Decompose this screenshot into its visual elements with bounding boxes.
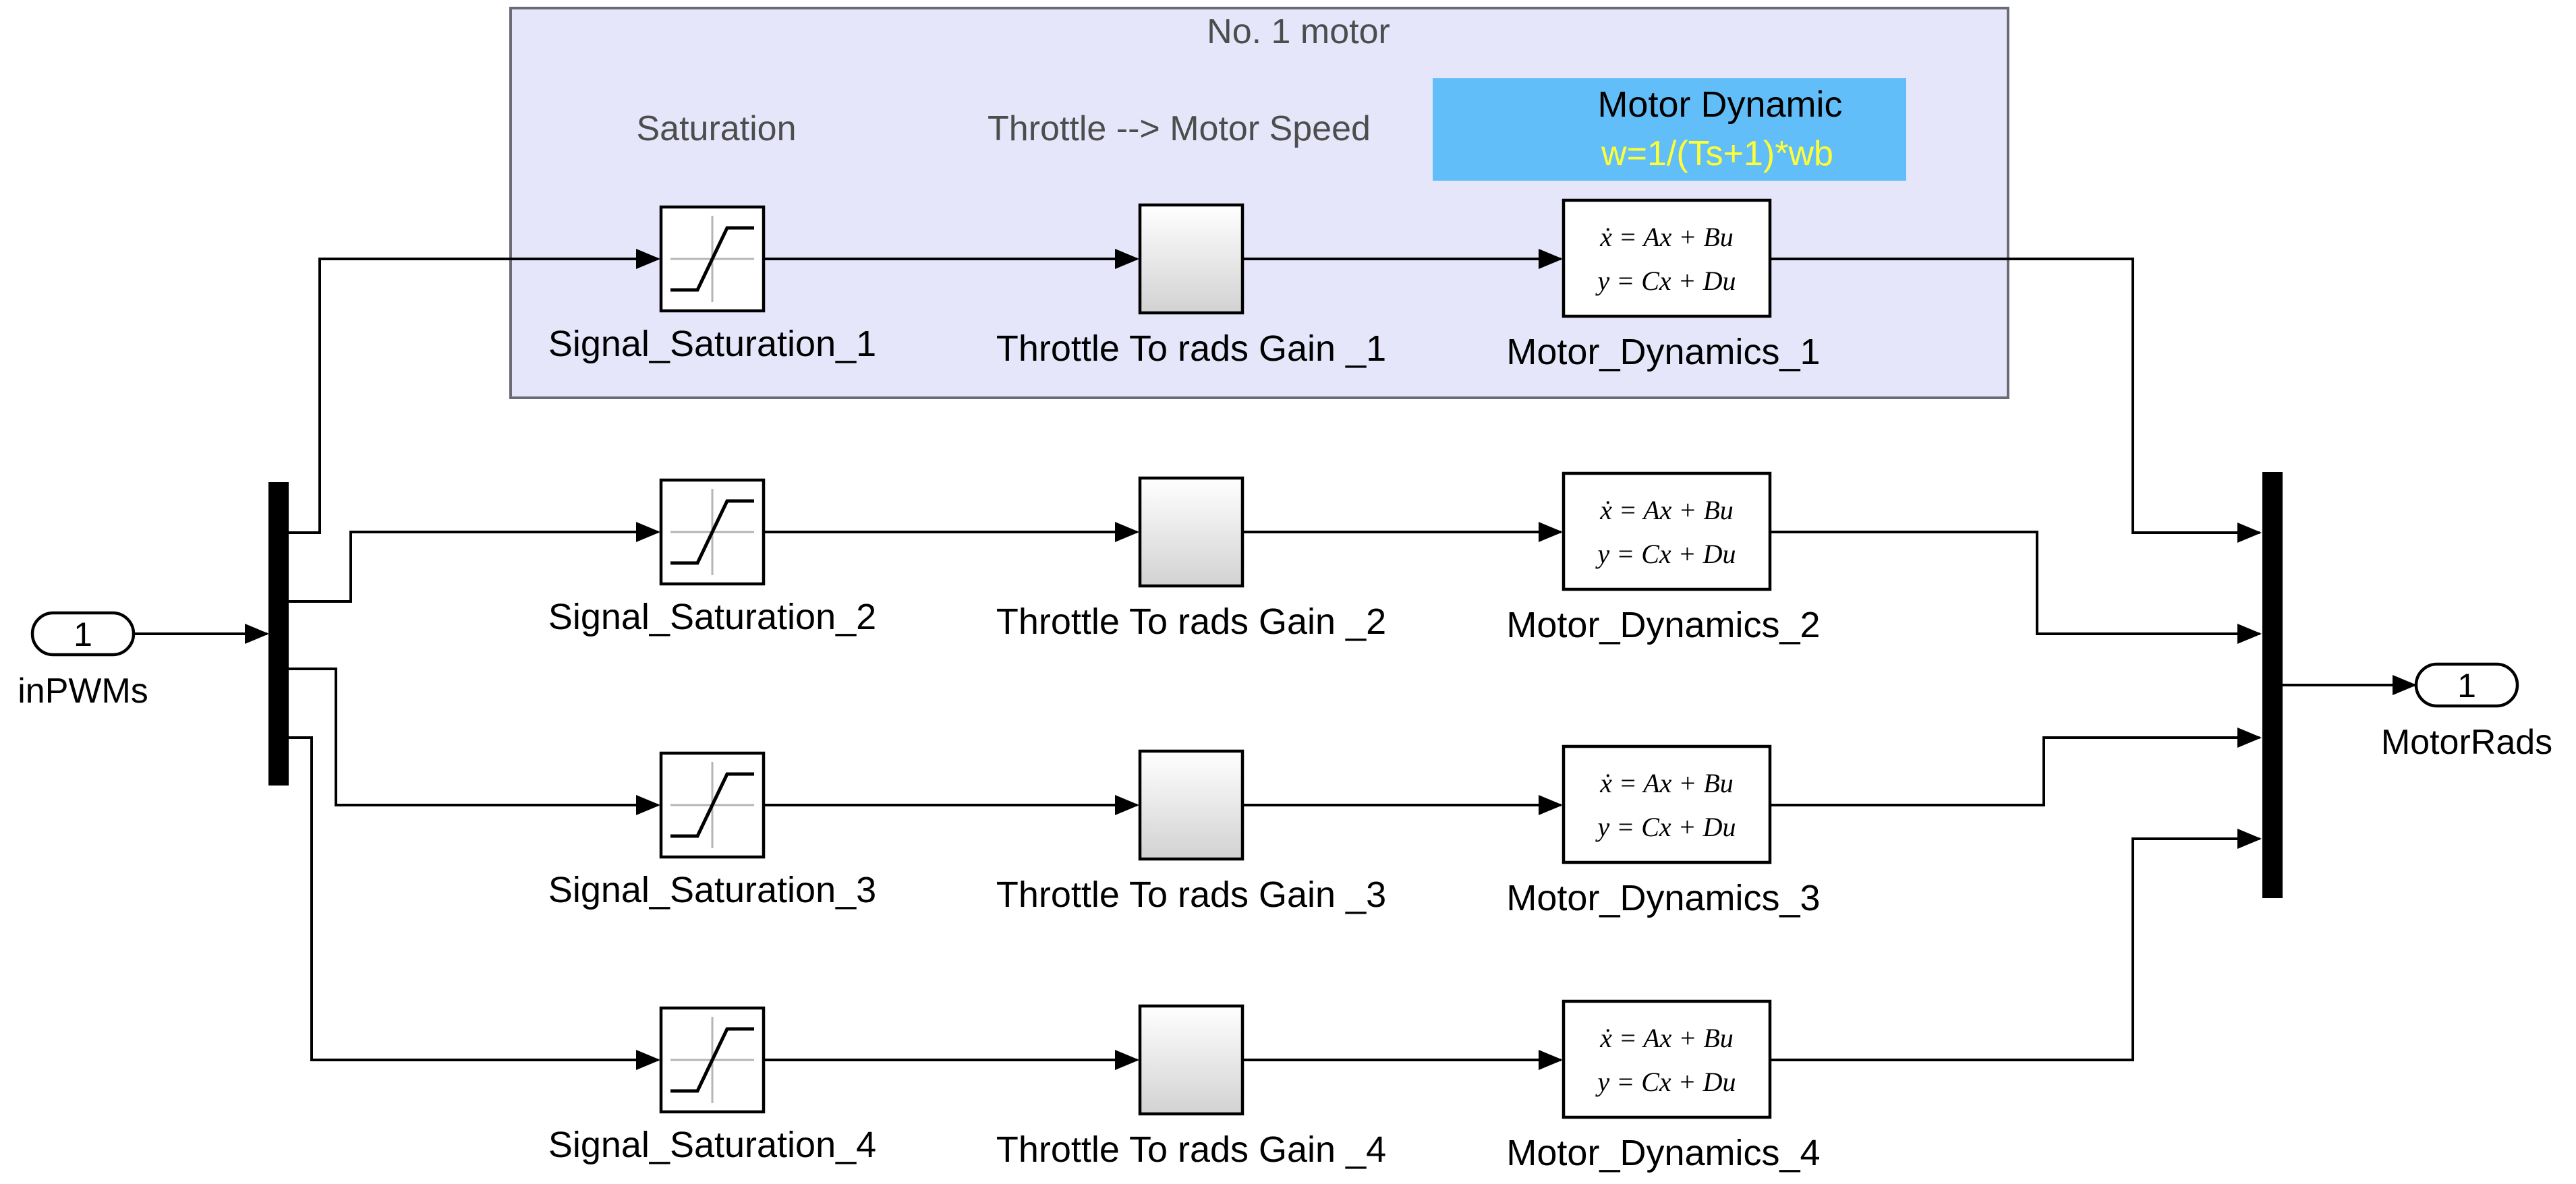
wire-dynamics-to-mux-4 bbox=[1770, 829, 2262, 1061]
motor-dynamic-note-formula: w=1/(Ts+1)*wb bbox=[1601, 134, 1833, 173]
dynamics-label-3: Motor_Dynamics_3 bbox=[1506, 878, 1820, 918]
state-space-eq-2-line2: y = Cx + Du bbox=[1595, 539, 1736, 569]
mux-block[interactable] bbox=[2262, 472, 2283, 898]
channel-1: Signal_Saturation_1 Throttle To rads Gai… bbox=[289, 198, 2262, 543]
saturation-block-3[interactable] bbox=[659, 751, 766, 859]
annotation-saturation: Saturation bbox=[636, 109, 796, 148]
channel-4: Signal_Saturation_4 Throttle To rads Gai… bbox=[289, 736, 2262, 1173]
wire-dynamics-to-mux-1 bbox=[1770, 258, 2262, 543]
state-space-eq-1-line1: ẋ = Ax + Bu bbox=[1599, 222, 1734, 252]
channel-2: Signal_Saturation_2 Throttle To rads Gai… bbox=[289, 471, 2262, 645]
state-space-block-1[interactable]: ẋ = Ax + Bu y = Cx + Du bbox=[1562, 198, 1772, 318]
state-space-block-2[interactable]: ẋ = Ax + Bu y = Cx + Du bbox=[1562, 471, 1772, 591]
dynamics-label-4: Motor_Dynamics_4 bbox=[1506, 1133, 1820, 1173]
saturation-block-1[interactable] bbox=[659, 205, 766, 313]
wire-demux-to-saturation-4 bbox=[289, 736, 660, 1070]
gain-block-1[interactable] bbox=[1138, 203, 1244, 315]
wire-demux-to-saturation-1 bbox=[289, 249, 660, 534]
state-space-eq-3-line2: y = Cx + Du bbox=[1595, 812, 1736, 842]
state-space-eq-3-line1: ẋ = Ax + Bu bbox=[1599, 768, 1734, 798]
gain-label-2: Throttle To rads Gain _2 bbox=[996, 601, 1386, 642]
gain-block-4[interactable] bbox=[1138, 1004, 1244, 1116]
saturation-label-4: Signal_Saturation_4 bbox=[548, 1125, 876, 1165]
saturation-block-4[interactable] bbox=[659, 1006, 766, 1114]
demux-block[interactable] bbox=[268, 482, 289, 786]
gain-label-4: Throttle To rads Gain _4 bbox=[996, 1129, 1386, 1170]
dynamics-label-1: Motor_Dynamics_1 bbox=[1506, 332, 1820, 372]
wire-dynamics-to-mux-2 bbox=[1770, 531, 2262, 644]
wire-demux-to-saturation-2 bbox=[289, 522, 660, 603]
gain-block-2[interactable] bbox=[1138, 476, 1244, 588]
wire-demux-to-saturation-3 bbox=[289, 668, 660, 815]
inport-inpwms[interactable]: 1 inPWMs bbox=[18, 611, 148, 711]
gain-block-3[interactable] bbox=[1138, 749, 1244, 861]
saturation-label-1: Signal_Saturation_1 bbox=[548, 324, 876, 364]
outport-block[interactable] bbox=[2414, 662, 2519, 708]
dynamics-label-2: Motor_Dynamics_2 bbox=[1506, 605, 1820, 645]
saturation-label-2: Signal_Saturation_2 bbox=[548, 597, 876, 637]
outport-label: MotorRads bbox=[2381, 723, 2552, 762]
saturation-block-2[interactable] bbox=[659, 478, 766, 586]
state-space-eq-2-line1: ẋ = Ax + Bu bbox=[1599, 495, 1734, 525]
inport-label: inPWMs bbox=[18, 672, 148, 711]
motor-dynamic-note-background bbox=[1433, 78, 1906, 181]
area-title: No. 1 motor bbox=[1207, 12, 1390, 51]
annotation-throttle-motor-speed: Throttle --> Motor Speed bbox=[988, 109, 1371, 148]
outport-motorrads[interactable]: 1 MotorRads bbox=[2283, 662, 2552, 762]
wire-dynamics-to-mux-3 bbox=[1770, 728, 2262, 806]
inport-number: 1 bbox=[74, 616, 92, 653]
channel-3: Signal_Saturation_3 Throttle To rads Gai… bbox=[289, 668, 2262, 918]
state-space-eq-1-line2: y = Cx + Du bbox=[1595, 266, 1736, 296]
saturation-label-3: Signal_Saturation_3 bbox=[548, 870, 876, 910]
state-space-block-4[interactable]: ẋ = Ax + Bu y = Cx + Du bbox=[1562, 999, 1772, 1119]
gain-label-1: Throttle To rads Gain _1 bbox=[996, 328, 1386, 369]
gain-label-3: Throttle To rads Gain _3 bbox=[996, 875, 1386, 915]
state-space-eq-4-line2: y = Cx + Du bbox=[1595, 1067, 1736, 1097]
state-space-eq-4-line1: ẋ = Ax + Bu bbox=[1599, 1023, 1734, 1053]
outport-number: 1 bbox=[2457, 667, 2476, 705]
state-space-block-3[interactable]: ẋ = Ax + Bu y = Cx + Du bbox=[1562, 744, 1772, 864]
motor-dynamic-note-title: Motor Dynamic bbox=[1597, 84, 1842, 125]
